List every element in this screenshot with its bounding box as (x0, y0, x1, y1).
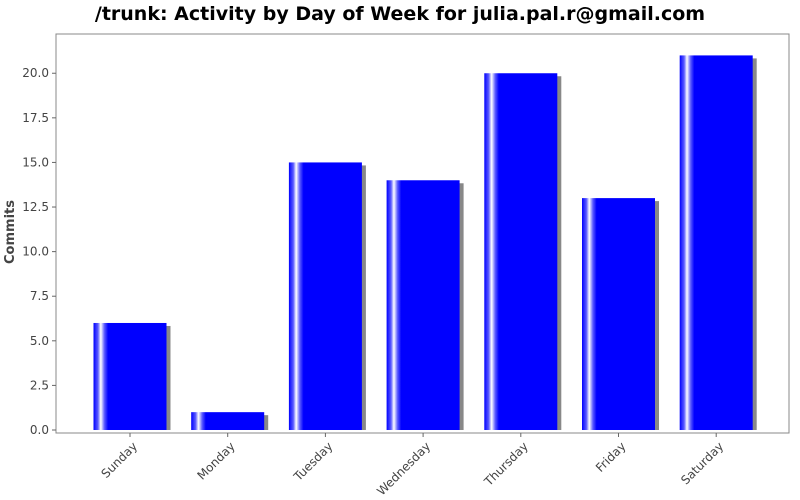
y-tick-label: 0.0 (30, 423, 49, 437)
x-tick-label: Tuesday (290, 439, 335, 484)
y-tick-label: 15.0 (22, 155, 49, 169)
x-axis: Sunday Monday Tuesday Wednesday Thursday Frid… (98, 433, 726, 498)
y-tick-label: 2.5 (30, 378, 49, 392)
y-tick-label: 7.5 (30, 289, 49, 303)
y-axis-label: Commits (3, 200, 18, 264)
bar-monday (191, 412, 265, 430)
plot-border (55, 33, 790, 434)
x-tick-label: Friday (593, 439, 629, 475)
x-tick-label: Saturday (678, 439, 726, 487)
bar-thursday (484, 73, 558, 431)
y-tick-label: 5.0 (30, 334, 49, 348)
y-axis: 0.0 2.5 5.0 7.5 10.0 12.5 15.0 17.5 20.0 (22, 66, 56, 437)
bar-sunday (93, 322, 167, 430)
x-tick-label: Monday (194, 439, 237, 482)
chart-title: /trunk: Activity by Day of Week for juli… (94, 3, 706, 25)
x-tick-label: Thursday (481, 439, 531, 489)
plot-area (55, 33, 790, 434)
bar-friday (582, 198, 655, 430)
y-tick-label: 12.5 (22, 200, 49, 214)
x-tick-label: Wednesday (374, 439, 433, 498)
y-tick-label: 17.5 (22, 111, 49, 125)
x-tick-label: Sunday (98, 439, 140, 481)
y-tick-label: 20.0 (22, 66, 49, 80)
bar-saturday (679, 55, 753, 431)
bar-wednesday (386, 180, 460, 430)
y-tick-label: 10.0 (22, 245, 49, 259)
bar-tuesday (288, 162, 362, 430)
bars (93, 55, 757, 431)
